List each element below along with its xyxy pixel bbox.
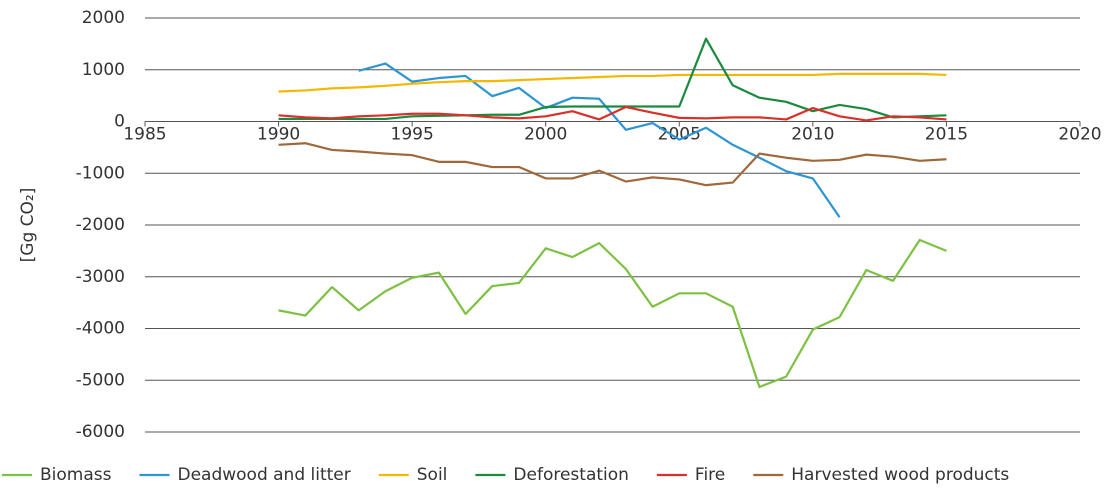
y-tick-label: -5000 — [76, 370, 125, 390]
x-tick-label: 2015 — [925, 125, 968, 145]
x-tick-label: 2020 — [1058, 125, 1101, 145]
series-line — [278, 72, 947, 93]
legend-label: Fire — [695, 465, 725, 485]
legend-label: Harvested wood products — [791, 465, 1009, 485]
x-tick-label: 1995 — [391, 125, 434, 145]
series-line — [278, 142, 947, 187]
y-tick-label: -6000 — [76, 422, 125, 442]
y-tick-label: 0 — [114, 112, 125, 132]
x-tick-label: 2010 — [791, 125, 834, 145]
series-line — [278, 105, 947, 122]
y-tick-label: 1000 — [82, 60, 125, 80]
legend-label: Deadwood and litter — [177, 465, 350, 485]
legend-label: Soil — [417, 465, 448, 485]
y-tick-label: -4000 — [76, 319, 125, 339]
y-axis-label: [Gg CO₂] — [18, 188, 38, 263]
x-tick-label: 1990 — [257, 125, 300, 145]
legend-label: Biomass — [40, 465, 112, 485]
legend-label: Deforestation — [513, 465, 629, 485]
series-line — [278, 238, 947, 389]
series-line — [278, 37, 947, 121]
x-tick-label: 1985 — [123, 125, 166, 145]
y-tick-label: -3000 — [76, 267, 125, 287]
series-line — [358, 62, 841, 218]
x-tick-label: 2000 — [524, 125, 567, 145]
y-tick-label: 2000 — [82, 8, 125, 28]
y-tick-label: -2000 — [76, 215, 125, 235]
y-tick-label: -1000 — [76, 163, 125, 183]
x-tick-label: 2005 — [658, 125, 701, 145]
